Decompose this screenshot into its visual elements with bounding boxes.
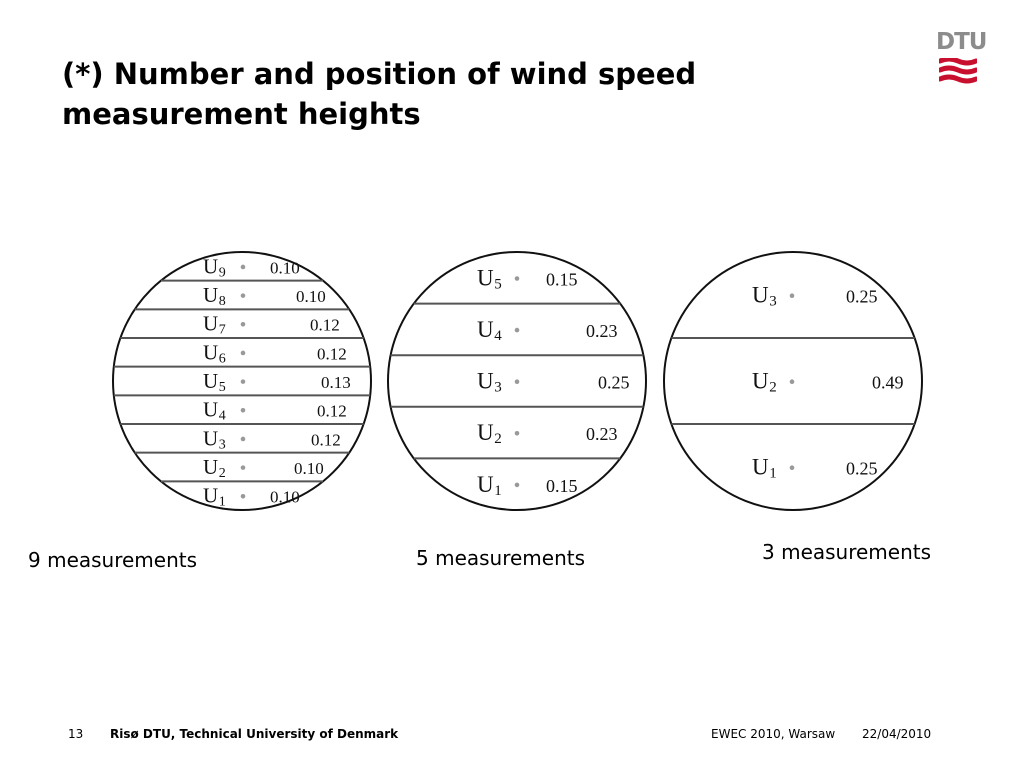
measurement-point-dot (240, 293, 246, 298)
band-weight-value: 0.10 (296, 287, 326, 306)
diagram-5-measurements: U 5 0.15U 4 0.23U 3 0.25U 2 0.23U 1 0.15 (387, 251, 647, 511)
band-weight-value: 0.12 (317, 344, 347, 363)
band-label-subscript: 4 (219, 409, 226, 424)
band-weight-value: 0.49 (872, 373, 904, 393)
band-weight-value: 0.25 (598, 373, 630, 393)
band-label-subscript: 1 (219, 495, 226, 510)
caption-3-measurements: 3 measurements (762, 540, 932, 564)
band-label: U (203, 369, 218, 393)
diagram-3-measurements: U 3 0.25U 2 0.49U 1 0.25 (663, 251, 923, 511)
band-label-subscript: 7 (219, 323, 226, 338)
band-label: U (752, 369, 769, 394)
band-label: U (752, 283, 769, 308)
measurement-point-dot (514, 430, 520, 436)
footer-event: EWEC 2010, Warsaw (711, 727, 836, 741)
band-label: U (477, 420, 494, 445)
measurement-point-dot (789, 293, 795, 298)
measurement-point-dot (514, 379, 520, 384)
band-label-subscript: 3 (219, 437, 226, 452)
band-weight-value: 0.23 (586, 321, 618, 341)
caption-9-measurements: 9 measurements (28, 548, 198, 572)
band-label: U (203, 426, 218, 450)
dtu-wave-stripe (939, 65, 977, 75)
band-label: U (203, 254, 218, 278)
band-label: U (752, 455, 769, 480)
page-number: 13 (68, 727, 84, 741)
band-label-subscript: 2 (769, 380, 777, 396)
band-label: U (477, 265, 494, 290)
dtu-logo: DTU (936, 29, 987, 92)
measurement-point-dot (240, 436, 246, 442)
band-weight-value: 0.10 (294, 459, 324, 478)
footer-date: 22/04/2010 (862, 727, 932, 741)
measurement-point-dot (240, 264, 246, 270)
measurement-point-dot (240, 379, 246, 384)
footer-organization: Risø DTU, Technical University of Denmar… (110, 727, 399, 741)
band-label-subscript: 2 (219, 466, 226, 481)
measurement-point-dot (789, 465, 795, 470)
measurement-point-dot (240, 407, 246, 413)
band-weight-value: 0.10 (270, 258, 300, 277)
band-label: U (477, 317, 494, 342)
measurement-point-dot (240, 465, 246, 470)
band-weight-value: 0.12 (311, 430, 341, 449)
band-weight-value: 0.13 (321, 373, 351, 392)
band-label-subscript: 2 (494, 431, 502, 447)
measurement-point-dot (514, 327, 520, 333)
band-weight-value: 0.25 (846, 459, 878, 479)
measurement-point-dot (240, 321, 246, 327)
band-label-subscript: 3 (494, 380, 502, 396)
measurement-point-dot (514, 276, 520, 281)
band-weight-value: 0.15 (546, 476, 578, 496)
band-weight-value: 0.25 (846, 287, 878, 307)
caption-5-measurements: 5 measurements (416, 546, 586, 570)
band-weight-value: 0.12 (310, 316, 340, 335)
band-label-subscript: 5 (494, 276, 502, 292)
measurement-point-dot (240, 350, 246, 356)
band-weight-value: 0.15 (546, 269, 578, 289)
band-label: U (203, 283, 218, 307)
dtu-wave-stripe (939, 74, 977, 84)
band-label-subscript: 4 (494, 328, 502, 344)
measurement-point-dot (240, 493, 246, 499)
slide-title: (*) Number and position of wind speed me… (62, 57, 697, 131)
band-label-subscript: 5 (219, 380, 226, 395)
band-label-subscript: 1 (494, 483, 502, 499)
band-label: U (477, 472, 494, 497)
band-label-subscript: 8 (219, 294, 226, 309)
diagram-9-measurements: U 9 0.10U 8 0.10U 7 0.12U 6 0.12U 5 0.13U 4 0.12U 3 0.… (112, 251, 372, 511)
dtu-logo-text: DTU (936, 29, 987, 55)
band-label: U (203, 455, 218, 479)
dtu-wave-stripe (939, 58, 977, 66)
measurement-point-dot (789, 379, 795, 384)
band-label: U (203, 340, 218, 364)
band-label-subscript: 1 (769, 466, 777, 482)
band-label: U (203, 398, 218, 422)
band-weight-value: 0.23 (586, 424, 618, 444)
band-label-subscript: 3 (769, 294, 777, 310)
band-label-subscript: 6 (219, 351, 226, 366)
measurement-point-dot (514, 482, 520, 488)
band-weight-value: 0.10 (270, 488, 300, 507)
band-label: U (477, 369, 494, 394)
band-weight-value: 0.12 (317, 402, 347, 421)
band-label: U (203, 312, 218, 336)
band-label: U (203, 484, 218, 508)
band-label-subscript: 9 (219, 265, 226, 280)
dtu-wave-icon (939, 58, 977, 84)
